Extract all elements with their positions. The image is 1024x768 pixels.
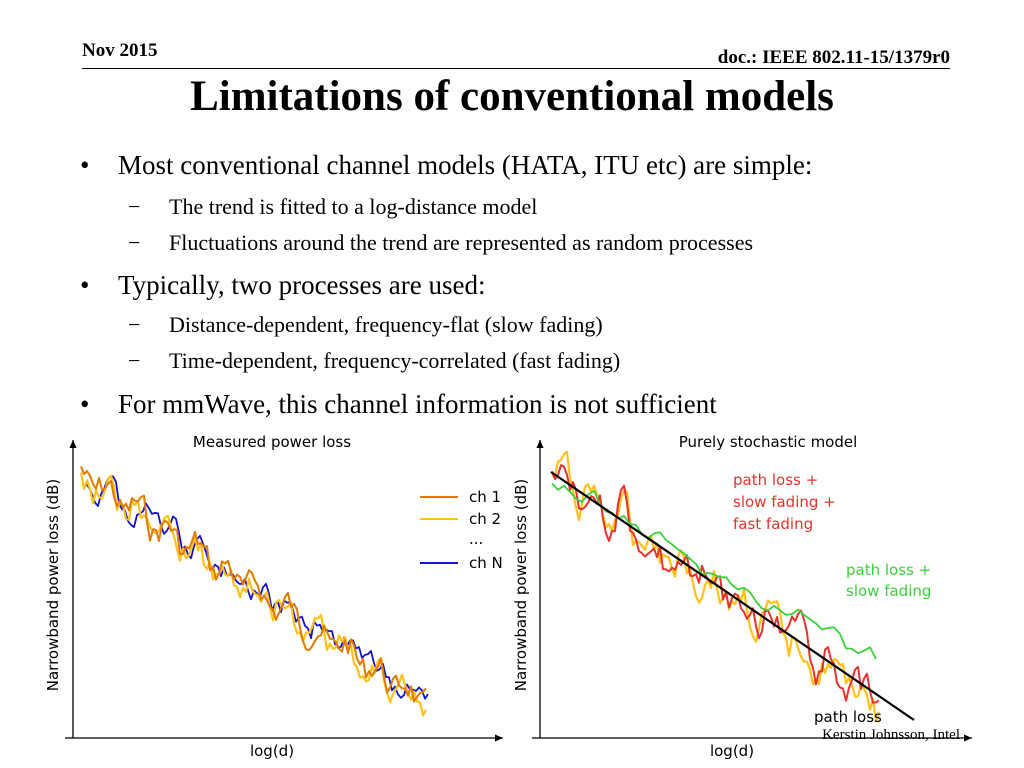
left-legend: ch 1 ch 2 ... ch N — [420, 488, 503, 572]
series-ch-2-line — [79, 472, 427, 717]
annotation-line: slow fading + — [733, 493, 836, 511]
slide-title: Limitations of conventional models — [190, 73, 834, 120]
legend-label-ellipsis: ... — [469, 530, 483, 548]
bullet-marker: • — [80, 270, 90, 300]
bullet-marker: • — [80, 150, 90, 180]
bullet-marker: • — [80, 389, 90, 419]
bullet-text: For mmWave, this channel information is … — [118, 389, 717, 419]
left-chart-title: Measured power loss — [193, 433, 351, 451]
right-chart: Purely stochastic model log(d) Narrowban… — [512, 433, 972, 760]
right-y-label: Narrowband power loss (dB) — [512, 479, 530, 692]
bullet-text: Typically, two processes are used: — [118, 270, 486, 300]
legend-label-ch-n: ch N — [469, 554, 503, 572]
header-date: Nov 2015 — [82, 40, 158, 61]
sub-bullet-marker: − — [128, 312, 141, 337]
sub-bullet-text: Fluctuations around the trend are repres… — [169, 230, 754, 255]
header-rule — [82, 68, 950, 69]
left-y-label: Narrowband power loss (dB) — [44, 479, 62, 692]
right-x-label: log(d) — [710, 742, 754, 760]
series-ch-1-line — [80, 466, 427, 703]
annotation-line: path loss + — [733, 471, 818, 489]
left-chart: Measured power loss log(d) Narrowband po… — [44, 433, 503, 760]
sub-bullet-text: Distance-dependent, frequency-flat (slow… — [169, 312, 603, 337]
sub-bullet-marker: − — [128, 194, 141, 219]
annotation-path-loss: path loss — [814, 708, 882, 726]
legend-label-ch-2: ch 2 — [469, 510, 501, 528]
bullet-text: Most conventional channel models (HATA, … — [118, 150, 813, 180]
sub-bullet-text: Time-dependent, frequency-correlated (fa… — [169, 348, 621, 373]
series-path-loss-slow-fading-line — [551, 482, 877, 660]
legend-label-ch-1: ch 1 — [469, 488, 501, 506]
annotation-path-slow: path loss + slow fading — [846, 561, 936, 600]
series-path-loss-line — [550, 471, 915, 721]
annotation-line: fast fading — [733, 515, 813, 533]
annotation-line: path loss + — [846, 561, 931, 579]
right-chart-title: Purely stochastic model — [679, 433, 858, 451]
header-doc-id: doc.: IEEE 802.11-15/1379r0 — [717, 47, 950, 68]
sub-bullet-marker: − — [128, 348, 141, 373]
footer-author: Kerstin Johnsson, Intel — [822, 727, 960, 743]
sub-bullet-marker: − — [128, 230, 141, 255]
series-ch-n-line — [85, 475, 429, 700]
annotation-line: slow fading — [846, 582, 931, 600]
sub-bullet-text: The trend is fitted to a log-distance mo… — [169, 194, 538, 219]
left-x-label: log(d) — [250, 742, 294, 760]
annotation-path-slow-fast: path loss + slow fading + fast fading — [733, 471, 841, 533]
series-path-loss-slow-fast-fading-line — [551, 464, 880, 704]
